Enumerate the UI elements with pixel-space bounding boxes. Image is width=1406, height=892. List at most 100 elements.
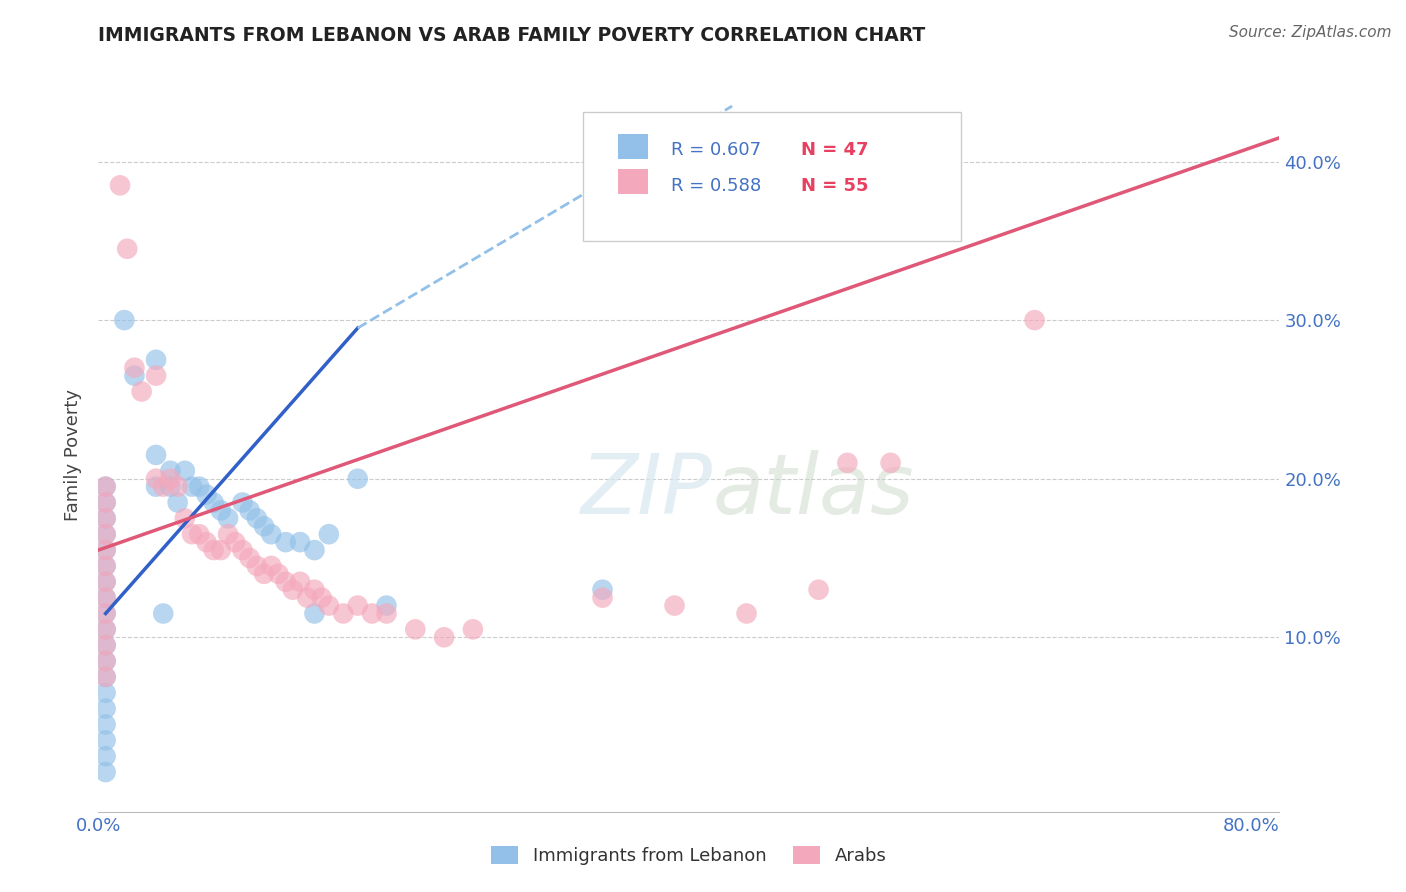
Point [209,503,232,517]
FancyBboxPatch shape [619,169,648,194]
Point [879,456,901,470]
Text: R = 0.588: R = 0.588 [671,177,762,194]
Point [253,519,276,533]
Point [108,178,131,193]
Point [159,480,181,494]
Point [311,591,333,605]
Point [217,527,239,541]
Point [318,599,340,613]
Point [304,543,326,558]
Text: atlas: atlas [713,450,914,531]
Point [131,384,153,399]
Point [94,733,117,747]
Point [94,670,117,684]
Point [94,701,117,715]
Point [94,717,117,731]
Point [94,686,117,700]
Point [94,638,117,652]
Point [260,527,283,541]
Point [145,448,167,462]
Point [94,654,117,668]
Point [115,242,138,256]
Point [173,511,195,525]
Point [94,495,117,509]
Point [94,511,117,525]
Point [94,558,117,573]
Point [94,654,117,668]
Point [433,630,456,644]
Point [217,511,239,525]
Point [231,543,253,558]
Point [188,480,211,494]
Point [94,574,117,589]
Point [94,591,117,605]
Point [94,623,117,637]
Point [94,495,117,509]
Point [94,591,117,605]
Point [94,574,117,589]
Point [253,566,276,581]
Point [152,480,174,494]
Point [224,535,246,549]
Point [94,527,117,541]
Point [202,495,225,509]
Point [94,749,117,764]
Point [166,495,188,509]
Point [304,607,326,621]
Point [807,582,830,597]
Point [94,638,117,652]
Y-axis label: Family Poverty: Family Poverty [65,389,83,521]
Point [375,599,398,613]
Point [288,574,311,589]
FancyBboxPatch shape [619,134,648,159]
Point [188,527,211,541]
Point [274,574,297,589]
Point [346,599,368,613]
Text: Source: ZipAtlas.com: Source: ZipAtlas.com [1229,25,1392,40]
Point [260,558,283,573]
Point [94,527,117,541]
Point [94,607,117,621]
Point [375,607,398,621]
Point [159,464,181,478]
Point [592,591,614,605]
Point [124,368,146,383]
Point [112,313,135,327]
Point [231,495,253,509]
Point [404,623,426,637]
Point [94,480,117,494]
Point [239,503,262,517]
Point [304,582,326,597]
Point [159,472,181,486]
Text: N = 55: N = 55 [801,177,869,194]
Point [202,543,225,558]
Point [246,511,269,525]
Point [94,543,117,558]
Point [145,352,167,367]
Point [664,599,686,613]
Point [145,368,167,383]
Point [181,480,204,494]
Point [735,607,758,621]
Point [281,582,304,597]
Point [94,623,117,637]
Point [173,464,195,478]
Point [361,607,384,621]
Point [166,480,188,494]
Point [195,487,218,501]
Text: R = 0.607: R = 0.607 [671,141,762,159]
Point [124,360,146,375]
Point [1024,313,1046,327]
Point [461,623,484,637]
Point [267,566,290,581]
Text: N = 47: N = 47 [801,141,869,159]
Point [297,591,319,605]
Text: IMMIGRANTS FROM LEBANON VS ARAB FAMILY POVERTY CORRELATION CHART: IMMIGRANTS FROM LEBANON VS ARAB FAMILY P… [98,26,925,45]
Point [346,472,368,486]
Point [152,607,174,621]
Point [318,527,340,541]
Point [592,582,614,597]
Point [209,543,232,558]
Point [94,607,117,621]
Point [94,511,117,525]
